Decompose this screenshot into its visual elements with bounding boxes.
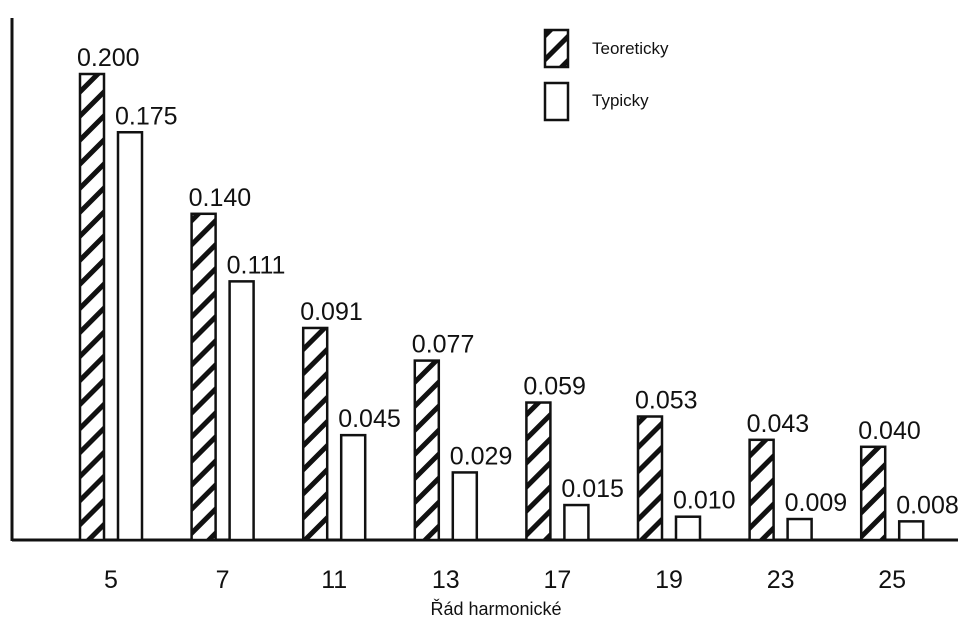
value-label-teoreticky-25: 0.040 [858,417,921,445]
legend-swatch-teoreticky [543,28,570,69]
bar-teoreticky-7 [190,212,217,542]
legend: Teoreticky Typicky [543,28,669,122]
x-tick-7: 7 [216,566,230,594]
bar-typicky-17 [563,503,590,542]
bar-typicky-23 [786,517,813,542]
bar-teoreticky-23 [748,438,775,542]
value-label-typicky-11: 0.045 [338,405,401,433]
value-label-typicky-19: 0.010 [673,487,736,515]
bar-teoreticky-17 [525,401,552,542]
legend-label-teoreticky: Teoreticky [592,39,669,58]
value-label-typicky-25: 0.008 [896,491,959,519]
x-tick-19: 19 [655,566,683,594]
x-tick-23: 23 [767,566,795,594]
bar-typicky-25 [897,520,925,542]
bar-typicky-11 [339,433,367,542]
value-label-teoreticky-19: 0.053 [635,387,698,415]
bar-teoreticky-13 [413,359,441,542]
bar-typicky-5 [116,131,144,542]
legend-swatch-typicky [543,81,570,122]
value-label-typicky-5: 0.175 [115,102,178,130]
value-label-teoreticky-5: 0.200 [77,44,140,72]
bar-typicky-7 [228,280,255,542]
value-label-typicky-13: 0.029 [450,442,513,470]
x-tick-17: 17 [543,566,571,594]
value-label-teoreticky-13: 0.077 [412,331,475,359]
x-axis-label: Řád harmonické [430,599,561,619]
value-label-typicky-23: 0.009 [785,489,848,517]
bar-typicky-13 [451,471,479,542]
bar-teoreticky-11 [301,326,329,542]
bar-typicky-19 [674,515,702,542]
x-tick-25: 25 [878,566,906,594]
value-label-teoreticky-7: 0.140 [189,184,252,212]
bar-teoreticky-5 [78,72,106,542]
value-label-typicky-17: 0.015 [561,475,624,503]
value-label-teoreticky-11: 0.091 [300,298,363,326]
bar-teoreticky-25 [859,445,887,542]
bar-teoreticky-19 [636,415,664,542]
x-tick-11: 11 [321,566,347,594]
x-tick-13: 13 [432,566,460,594]
value-label-teoreticky-17: 0.059 [523,373,586,401]
value-label-typicky-7: 0.111 [227,251,286,279]
legend-label-typicky: Typicky [592,91,649,110]
x-tick-5: 5 [104,566,118,594]
value-label-teoreticky-23: 0.043 [747,410,810,438]
